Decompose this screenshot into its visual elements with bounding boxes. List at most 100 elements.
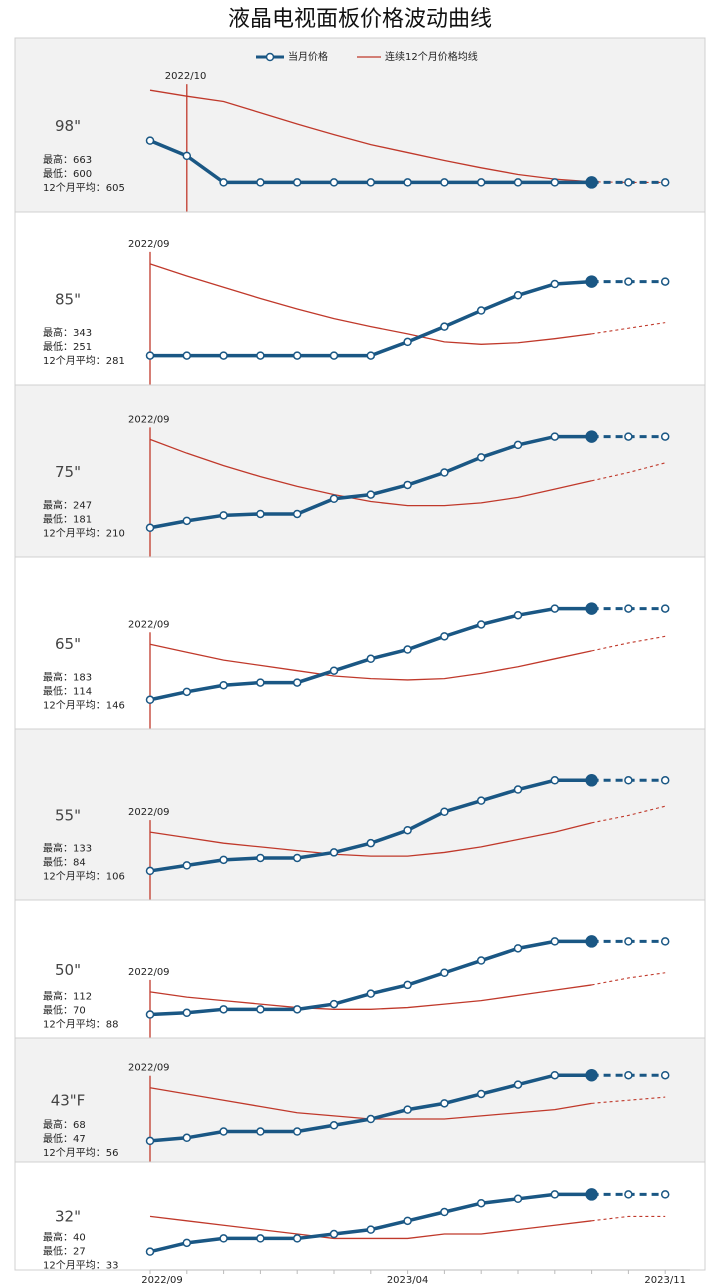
price-point <box>292 1234 302 1243</box>
price-point <box>660 277 670 286</box>
x-tick-label: 2023/04 <box>387 1275 429 1286</box>
price-point <box>403 337 412 347</box>
price-point <box>366 654 376 664</box>
price-point <box>440 632 449 641</box>
price-point <box>145 523 155 533</box>
price-point <box>145 1247 155 1256</box>
price-point <box>182 1133 192 1143</box>
price-point <box>219 511 228 520</box>
price-point <box>585 1068 598 1082</box>
stat-label: 最高：343 <box>43 326 92 339</box>
price-point <box>476 178 486 187</box>
average-forecast <box>591 1096 666 1104</box>
stat-label: 最低：181 <box>43 512 92 525</box>
price-point <box>440 322 449 331</box>
price-point <box>660 937 670 946</box>
stat-label: 12个月平均：210 <box>43 527 125 539</box>
price-point <box>329 178 339 187</box>
stat-label: 最高：663 <box>43 153 92 166</box>
panel <box>14 899 706 1039</box>
price-point <box>329 494 339 504</box>
price-point <box>145 136 155 145</box>
price-point <box>476 306 486 315</box>
average-line <box>149 984 592 1010</box>
price-point <box>292 351 302 360</box>
stat-label: 12个月平均：56 <box>43 1147 118 1159</box>
price-point <box>440 968 449 977</box>
price-point <box>440 1099 449 1108</box>
price-point <box>624 178 633 187</box>
start-marker-label: 2022/09 <box>128 239 170 250</box>
x-tick-label: 2022/09 <box>141 1275 183 1286</box>
stat-label: 最低：47 <box>43 1132 86 1145</box>
price-point <box>256 1127 265 1136</box>
price-point <box>513 1194 523 1204</box>
price-point <box>440 178 449 187</box>
price-point <box>219 351 228 360</box>
panel <box>14 1161 706 1271</box>
price-point <box>329 1121 339 1130</box>
price-point <box>182 1008 192 1018</box>
price-point <box>256 853 265 863</box>
price-point <box>219 178 228 187</box>
price-point <box>440 468 449 477</box>
price-point <box>550 604 560 613</box>
panel <box>14 728 706 901</box>
stat-label: 最低：600 <box>43 167 92 180</box>
price-point <box>366 490 376 499</box>
average-forecast <box>591 972 666 986</box>
stat-label: 12个月平均：106 <box>43 871 125 883</box>
price-point <box>292 1005 302 1014</box>
price-point <box>366 351 376 360</box>
price-point <box>660 432 670 441</box>
price-point <box>145 351 155 360</box>
start-marker-label: 2022/09 <box>128 967 170 978</box>
stat-label: 12个月平均：88 <box>43 1019 118 1031</box>
price-point <box>513 1080 523 1089</box>
stat-label: 12个月平均：605 <box>43 182 125 194</box>
stat-label: 最低：70 <box>43 1004 86 1017</box>
price-point <box>513 440 523 450</box>
average-line <box>149 643 592 681</box>
price-point <box>256 1005 265 1014</box>
price-point <box>550 776 560 785</box>
price-point <box>256 178 265 187</box>
price-point <box>403 178 412 187</box>
price-point <box>660 604 670 613</box>
price-point <box>550 178 560 187</box>
price-point <box>292 178 302 187</box>
average-forecast <box>591 462 666 482</box>
price-point <box>403 645 412 654</box>
price-point <box>366 1114 376 1124</box>
price-point <box>550 1190 560 1199</box>
size-label: 98" <box>55 117 81 135</box>
price-point <box>660 1070 670 1080</box>
stat-label: 最低：84 <box>43 856 86 869</box>
size-label: 32" <box>55 1208 81 1226</box>
price-point <box>585 935 598 948</box>
price-point <box>585 774 598 787</box>
price-point <box>660 776 670 785</box>
average-forecast <box>591 805 666 824</box>
price-point <box>182 516 192 526</box>
panel <box>14 1037 706 1163</box>
average-line <box>149 822 592 857</box>
legend-label: 连续12个月价格均线 <box>385 50 478 63</box>
price-point <box>476 796 486 805</box>
price-point <box>624 277 633 286</box>
average-line <box>149 89 592 183</box>
price-point <box>624 776 633 785</box>
price-point <box>329 666 339 675</box>
price-point <box>403 1105 412 1114</box>
start-marker-label: 2022/10 <box>165 71 207 82</box>
price-point <box>440 807 449 816</box>
price-point <box>292 678 302 687</box>
average-line <box>149 263 592 345</box>
price-point <box>145 695 155 705</box>
size-label: 55" <box>55 807 81 825</box>
stat-label: 最低：114 <box>43 684 92 697</box>
price-point <box>624 1190 633 1199</box>
price-point <box>403 980 412 990</box>
stat-label: 最高：133 <box>43 842 92 855</box>
